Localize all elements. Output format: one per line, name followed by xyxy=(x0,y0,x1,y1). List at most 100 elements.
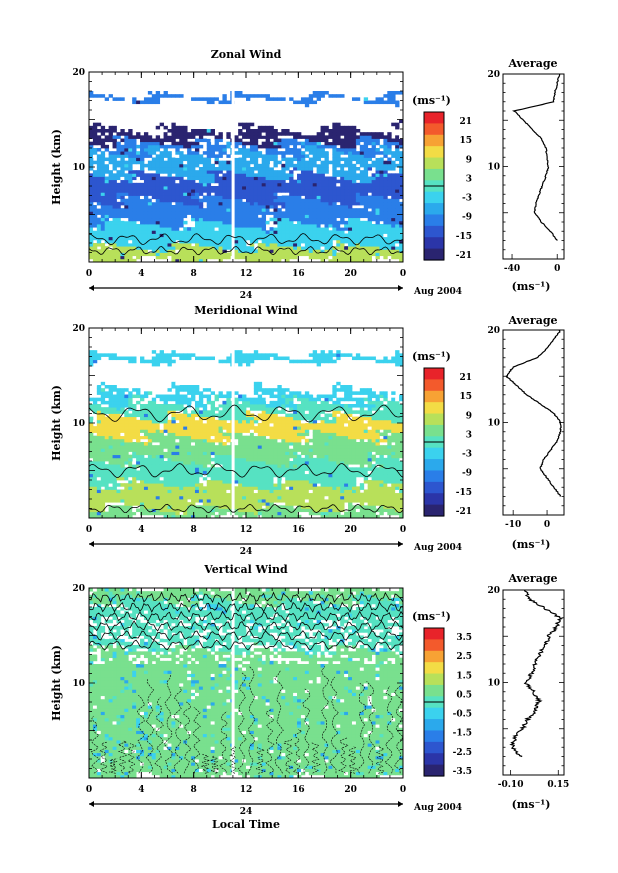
heatmap-cell xyxy=(242,499,247,503)
heatmap-cell xyxy=(261,167,267,171)
heatmap-cell xyxy=(222,246,227,250)
heatmap-cell xyxy=(147,499,153,503)
heatmap-cell xyxy=(336,125,341,130)
heatmap-cell xyxy=(277,217,282,222)
heatmap-cell xyxy=(108,94,113,98)
heatmap-cell xyxy=(116,448,121,452)
heatmap-cell xyxy=(308,457,314,462)
heatmap-cell xyxy=(89,448,94,452)
heatmap-cell xyxy=(120,144,125,149)
heatmap-cell xyxy=(399,208,403,212)
heatmap-cell xyxy=(399,467,403,471)
heatmap-cell xyxy=(285,252,290,257)
heatmap-cell xyxy=(124,154,129,158)
heatmap-cell xyxy=(96,502,102,506)
heatmap-cell xyxy=(297,470,302,475)
heatmap-cell xyxy=(281,154,286,158)
heatmap-cell xyxy=(257,195,263,200)
heatmap-cell xyxy=(124,249,129,253)
heatmap-cell xyxy=(336,233,341,238)
heatmap-cell xyxy=(359,195,365,200)
heatmap-cell xyxy=(238,227,243,231)
heatmap-cell xyxy=(112,454,117,459)
heatmap-cell xyxy=(363,239,369,244)
heatmap-cell xyxy=(198,470,204,475)
heatmap-cell xyxy=(379,246,384,250)
heatmap-cell xyxy=(375,227,380,231)
heatmap-cell xyxy=(124,132,129,136)
heatmap-cell xyxy=(120,170,125,174)
heatmap-cell xyxy=(191,192,196,196)
heatmap-cell xyxy=(108,252,113,257)
zonal-colorbar-unit: (ms⁻¹) xyxy=(412,94,451,107)
heatmap-cell xyxy=(273,230,278,234)
heatmap-cell xyxy=(183,170,188,174)
heatmap-cell xyxy=(187,473,192,478)
heatmap-cell xyxy=(175,176,180,181)
heatmap-cell xyxy=(387,100,392,105)
heatmap-cell xyxy=(242,258,247,262)
heatmap-cell xyxy=(104,182,110,187)
heatmap-cell xyxy=(257,205,263,209)
heatmap-cell xyxy=(328,483,333,487)
heatmap-cell xyxy=(375,461,380,465)
heatmap-cell xyxy=(210,129,215,133)
heatmap-cell xyxy=(324,214,329,219)
heatmap-cell xyxy=(234,179,239,184)
heatmap-cell xyxy=(100,151,106,155)
heatmap-cell xyxy=(328,467,333,471)
heatmap-cell xyxy=(257,144,263,149)
heatmap-cell xyxy=(340,138,345,143)
heatmap-cell xyxy=(320,514,325,518)
heatmap-cell xyxy=(183,454,188,459)
heatmap-cell xyxy=(194,451,200,456)
heatmap-cell xyxy=(210,173,215,177)
heatmap-cell xyxy=(96,489,102,494)
heatmap-cell xyxy=(300,170,306,174)
heatmap-cell xyxy=(383,502,388,506)
heatmap-cell xyxy=(332,511,337,516)
heatmap-cell xyxy=(387,176,392,181)
heatmap-cell xyxy=(261,448,267,452)
heatmap-cell xyxy=(210,483,215,487)
heatmap-cell xyxy=(332,157,337,162)
heatmap-cell xyxy=(140,246,145,250)
heatmap-cell xyxy=(214,227,219,231)
heatmap-cell xyxy=(167,132,172,136)
heatmap-cell xyxy=(167,220,172,225)
heatmap-cell xyxy=(367,151,372,155)
heatmap-cell xyxy=(132,100,137,105)
heatmap-cell xyxy=(308,135,314,139)
heatmap-cell xyxy=(198,514,204,518)
heatmap-cell xyxy=(175,157,180,162)
heatmap-cell xyxy=(336,205,341,209)
heatmap-cell xyxy=(383,492,388,497)
heatmap-cell xyxy=(112,192,117,196)
heatmap-cell xyxy=(304,467,310,471)
heatmap-cell xyxy=(214,461,219,465)
heatmap-cell xyxy=(289,461,294,465)
heatmap-cell xyxy=(151,151,157,155)
heatmap-cell xyxy=(391,179,396,184)
heatmap-cell xyxy=(147,220,153,225)
heatmap-cell xyxy=(371,205,376,209)
heatmap-cell xyxy=(238,451,243,456)
heatmap-cell xyxy=(108,255,113,260)
heatmap-cell xyxy=(395,148,400,152)
heatmap-cell xyxy=(124,505,129,509)
heatmap-cell xyxy=(171,239,176,244)
heatmap-cell xyxy=(340,198,345,203)
heatmap-cell xyxy=(246,125,251,130)
heatmap-cell xyxy=(179,508,184,513)
heatmap-cell xyxy=(363,258,369,262)
heatmap-cell xyxy=(293,211,298,215)
heatmap-cell xyxy=(187,163,192,168)
heatmap-cell xyxy=(116,214,121,219)
heatmap-cell xyxy=(351,467,357,471)
heatmap-cell xyxy=(269,483,274,487)
heatmap-cell xyxy=(257,467,263,471)
heatmap-cell xyxy=(96,243,102,247)
heatmap-cell xyxy=(179,205,184,209)
heatmap-cell xyxy=(289,511,294,516)
heatmap-cell xyxy=(281,201,286,206)
